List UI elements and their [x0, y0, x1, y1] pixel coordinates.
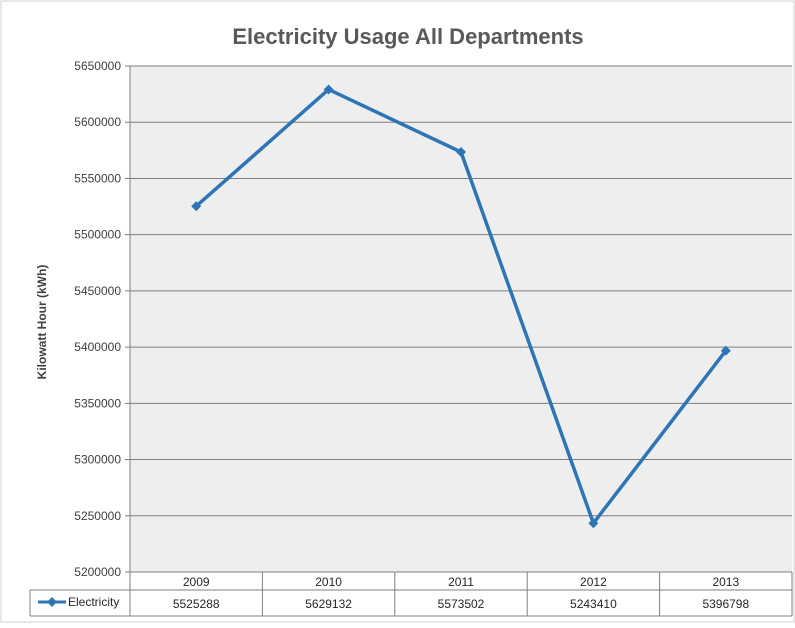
data-point — [720, 345, 731, 356]
y-axis-label: Kilowatt Hour (kWh) — [35, 265, 49, 380]
data-point — [456, 147, 466, 158]
x-category-label: 2012 — [580, 575, 607, 589]
table-value: 5243410 — [570, 597, 617, 611]
data-point — [191, 201, 202, 212]
data-point — [588, 518, 599, 529]
table-value: 5396798 — [702, 597, 749, 611]
data-point — [323, 84, 334, 95]
y-tick-label: 5250000 — [74, 509, 121, 523]
y-tick-label: 5200000 — [74, 565, 121, 579]
y-tick-label: 5450000 — [74, 284, 121, 298]
table-value: 5573502 — [438, 597, 485, 611]
table-value: 5629132 — [305, 597, 352, 611]
plot-area: 5200000 5250000 5300000 5350000 5400000 54500… — [29, 59, 793, 617]
table-value: 5525288 — [173, 597, 220, 611]
x-category-label: 2011 — [448, 575, 474, 589]
x-category-label: 2010 — [315, 575, 342, 589]
y-tick-label: 5500000 — [74, 228, 121, 242]
y-tick-label: 5600000 — [74, 115, 121, 129]
chart-title: Electricity Usage All Departments — [232, 24, 583, 49]
y-tick-label: 5300000 — [74, 453, 121, 467]
y-tick-label: 5550000 — [74, 171, 121, 185]
x-category-label: 2009 — [183, 575, 210, 589]
legend-marker — [47, 597, 57, 607]
y-tick-label: 5400000 — [74, 340, 121, 354]
legend-label: Electricity — [68, 595, 119, 609]
plot-background — [130, 66, 792, 572]
y-tick-label: 5350000 — [74, 396, 121, 410]
x-category-label: 2013 — [712, 575, 739, 589]
y-tick-label: 5650000 — [74, 59, 121, 73]
